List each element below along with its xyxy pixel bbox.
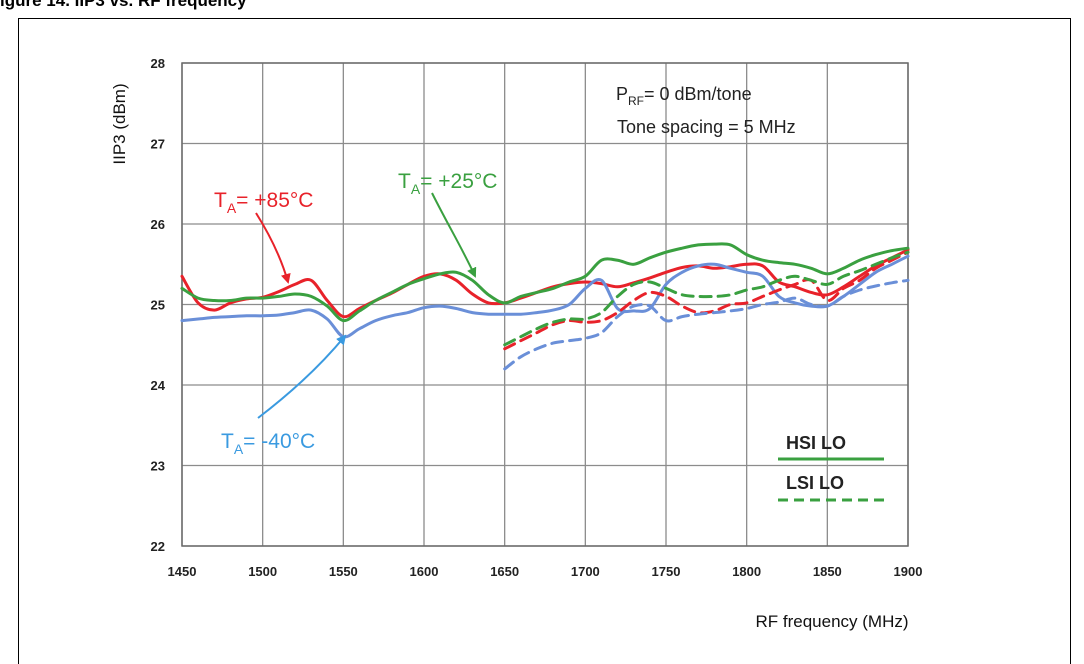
- x-tick-label: 1700: [571, 564, 600, 579]
- arrow-25: [431, 192, 477, 278]
- x-tick-label: 1550: [329, 564, 358, 579]
- temp-label-minus40-sub: A: [234, 441, 244, 457]
- y-tick-label: 22: [151, 539, 165, 554]
- x-tick-label: 1500: [248, 564, 277, 579]
- y-tick-labels: 22 23 24 25 26 27 28: [151, 56, 166, 554]
- legend-solid-label: HSI LO: [786, 433, 846, 453]
- y-tick-label: 28: [151, 56, 165, 71]
- figure-caption: igure 14. IIP3 vs. RF frequency: [0, 0, 247, 10]
- series-green-dashed: [503, 250, 910, 347]
- y-tick-label: 24: [151, 378, 166, 393]
- figure-frame: [18, 18, 1071, 664]
- y-tick-label: 25: [151, 298, 165, 313]
- temp-label-85-text: = +85°C: [236, 189, 313, 212]
- series-layer: [180, 242, 910, 371]
- series-red-solid: [180, 248, 910, 319]
- power-symbol-sub: RF: [628, 94, 644, 108]
- arrow-minus40: [257, 334, 347, 419]
- temp-label-25-sub: A: [411, 181, 421, 197]
- x-tick-label: 1600: [410, 564, 439, 579]
- temp-label-85-sub: A: [227, 200, 237, 216]
- temp-label-25-main: T: [398, 170, 411, 193]
- x-tick-label: 1850: [813, 564, 842, 579]
- x-tick-label: 1650: [490, 564, 519, 579]
- y-tick-label: 27: [151, 137, 165, 152]
- power-value: = 0 dBm/tone: [644, 84, 752, 104]
- temp-label-25-text: = +25°C: [420, 170, 497, 193]
- temp-label-85: TA= +85°C: [214, 189, 313, 216]
- x-tick-labels: 1450 1500 1550 1600 1650 1700 1750 1800 1850 1900: [168, 564, 923, 579]
- grid: [181, 62, 909, 547]
- temp-label-minus40-text: = -40°C: [243, 430, 315, 453]
- x-tick-label: 1800: [732, 564, 761, 579]
- y-axis-label: IIP3 (dBm): [110, 83, 129, 164]
- power-symbol: P: [616, 84, 628, 104]
- x-tick-label: 1450: [168, 564, 197, 579]
- series-green-solid: [180, 242, 910, 323]
- x-axis-label: RF frequency (MHz): [755, 612, 908, 631]
- series-blue-dashed: [503, 278, 910, 371]
- legend-dashed-label: LSI LO: [786, 473, 844, 493]
- temp-label-85-main: T: [214, 189, 227, 212]
- tone-spacing-annotation: Tone spacing = 5 MHz: [617, 117, 796, 137]
- temp-label-minus40: TA= -40°C: [221, 430, 315, 457]
- temp-label-minus40-main: T: [221, 430, 234, 453]
- y-tick-label: 26: [151, 217, 165, 232]
- x-tick-label: 1900: [894, 564, 923, 579]
- plot-border: [181, 62, 909, 547]
- annotation-arrows: [255, 192, 477, 419]
- arrow-85: [255, 212, 291, 284]
- power-annotation: PRF= 0 dBm/tone: [616, 84, 752, 108]
- x-tick-label: 1750: [652, 564, 681, 579]
- temp-label-25: TA= +25°C: [398, 170, 497, 197]
- y-tick-label: 23: [151, 459, 165, 474]
